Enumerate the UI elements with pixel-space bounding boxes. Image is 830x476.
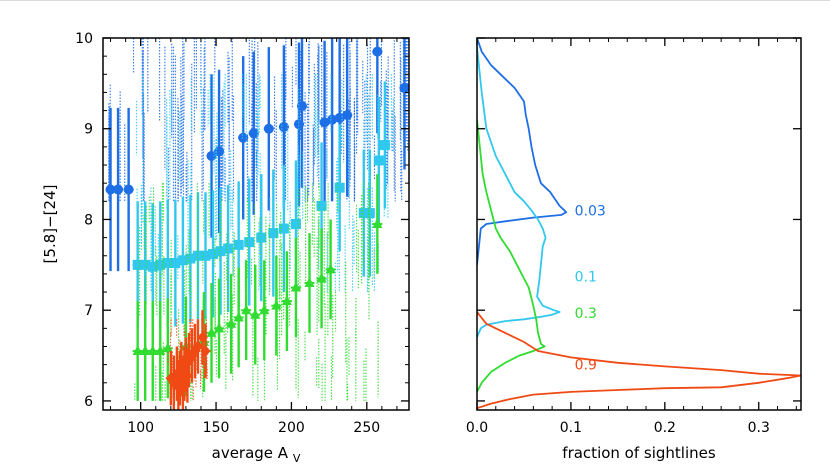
scatter-series-4 — [165, 310, 211, 410]
left-axes: 100 150 200 250 6 7 8 9 10 average A V [5.8]−[24] — [41, 31, 409, 465]
data-point — [241, 304, 252, 315]
data-point — [334, 112, 345, 123]
data-point — [162, 258, 173, 269]
data-point — [155, 259, 166, 270]
data-point — [208, 248, 219, 259]
data-point — [327, 114, 338, 125]
left-scatter-panel: 100 150 200 250 6 7 8 9 10 average A V [5.8]−[24] — [41, 31, 410, 465]
data-point — [259, 304, 270, 315]
data-point — [162, 342, 173, 353]
data-point — [364, 208, 375, 219]
y-tick-label: 10 — [75, 31, 93, 47]
data-point — [248, 128, 259, 139]
curve-label-4: 0.9 — [575, 358, 597, 374]
data-point — [170, 258, 181, 269]
data-point — [140, 345, 151, 356]
data-point — [155, 345, 166, 356]
data-point — [192, 340, 203, 353]
data-point — [316, 200, 327, 211]
y-tick-label: 8 — [84, 212, 93, 228]
data-point — [132, 345, 143, 356]
data-point — [316, 272, 327, 283]
data-point — [263, 123, 274, 134]
histogram-curve-1 — [477, 38, 568, 265]
data-point — [215, 246, 226, 257]
data-point — [147, 345, 158, 356]
x-axis-label: fraction of sightlines — [562, 444, 716, 462]
data-point — [192, 250, 203, 261]
x-tick-label: 150 — [203, 420, 230, 436]
histogram-curve-2 — [477, 47, 561, 338]
data-point — [304, 276, 315, 287]
x-tick-label: 200 — [278, 420, 305, 436]
data-point — [334, 182, 345, 193]
x-tick-label: 0.1 — [560, 420, 582, 436]
x-tick-label: 250 — [353, 420, 380, 436]
data-point — [379, 140, 390, 151]
data-point — [185, 253, 196, 264]
data-point — [281, 295, 292, 306]
x-tick-label: 100 — [127, 420, 154, 436]
data-point — [372, 46, 383, 57]
data-point — [233, 311, 244, 322]
x-tick-label: 0.3 — [748, 420, 770, 436]
data-point — [250, 308, 261, 319]
data-point — [214, 322, 225, 333]
scatter-series-1 — [105, 38, 409, 272]
data-point — [373, 155, 384, 166]
data-point — [296, 101, 307, 112]
data-point — [105, 184, 116, 195]
data-point — [319, 117, 330, 128]
data-point — [372, 218, 383, 228]
data-point — [358, 208, 369, 219]
curve-label-3: 0.3 — [575, 306, 597, 322]
data-point — [113, 184, 124, 195]
curve-label-1: 0.03 — [575, 203, 606, 219]
histogram-curve-3 — [477, 119, 546, 393]
y-axis-label: [5.8]−[24] — [41, 185, 59, 264]
x-tick-label: 0.0 — [466, 420, 488, 436]
right-axes: 0.03 0.1 0.3 0.9 0.0 0.1 0.2 0.3 fraction of sig… — [466, 37, 801, 462]
y-tick-label: 7 — [84, 303, 93, 319]
data-point — [268, 228, 279, 239]
top-divider-line — [0, 0, 830, 1]
curve-label-2: 0.1 — [575, 270, 597, 286]
data-point — [399, 82, 409, 93]
data-point — [290, 219, 301, 229]
data-point — [278, 121, 289, 132]
data-point — [290, 281, 301, 292]
data-point — [226, 317, 237, 328]
x-axis-label: average A V — [212, 444, 301, 465]
left-plot-frame — [102, 37, 410, 411]
data-point — [223, 243, 234, 254]
data-point — [244, 237, 255, 248]
data-point — [177, 255, 188, 266]
data-point — [233, 239, 244, 250]
data-point — [325, 263, 336, 274]
data-point — [147, 261, 158, 272]
left-data-layer — [105, 38, 409, 410]
y-tick-label: 6 — [84, 394, 93, 410]
data-point — [132, 259, 143, 270]
data-point — [278, 223, 289, 234]
right-data-layer — [477, 38, 801, 410]
right-histogram-panel: 0.03 0.1 0.3 0.9 0.0 0.1 0.2 0.3 fraction of sig… — [466, 37, 802, 462]
data-point — [256, 232, 267, 243]
data-point — [206, 326, 217, 337]
data-point — [200, 345, 211, 358]
data-point — [271, 299, 282, 310]
data-point — [123, 184, 134, 195]
x-tick-label: 0.2 — [654, 420, 676, 436]
data-point — [200, 250, 211, 261]
right-plot-frame — [476, 37, 802, 411]
data-point — [342, 110, 353, 121]
data-point — [140, 259, 151, 270]
histogram-curve-4 — [477, 311, 801, 410]
y-tick-label: 9 — [84, 122, 93, 138]
